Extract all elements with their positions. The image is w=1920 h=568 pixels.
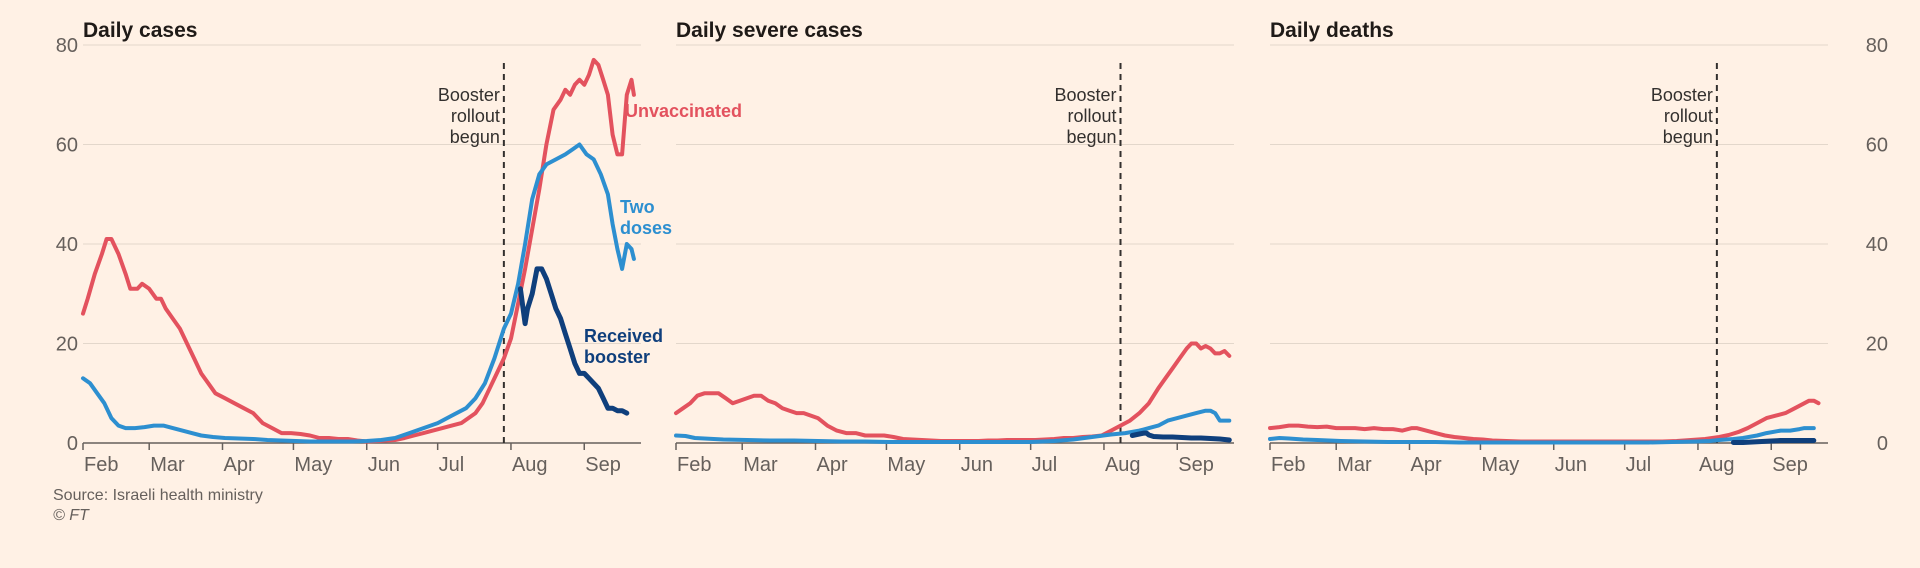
x-tick-label: Jun: [368, 454, 400, 476]
y-tick-label: 40: [56, 234, 78, 256]
y-tick-label: 40: [1866, 234, 1888, 256]
x-tick-label: Aug: [512, 454, 548, 476]
series-line-two-doses: [1268, 426, 1816, 445]
panel-title: Daily severe cases: [676, 19, 863, 42]
label-two-doses: doses: [620, 218, 672, 238]
y-tick-label: 20: [1866, 334, 1888, 356]
y-tick-label: 60: [1866, 135, 1888, 157]
series-line-unvaccinated: [81, 57, 636, 444]
panel-3: Daily deaths 0 20 40 60 80 Feb Mar Apr May Jun Jul A…: [1268, 19, 1888, 476]
x-tick-label: Apr: [224, 454, 255, 476]
credit-text: © FT: [53, 507, 89, 524]
panel-1: Daily cases 0 20 40 60 80 Feb Mar Apr May Jun Jul Au…: [56, 19, 742, 476]
booster-annotation-text: begun: [450, 127, 500, 147]
label-received-booster: booster: [584, 347, 650, 367]
x-tick-label: Apr: [817, 454, 848, 476]
x-tick-label: Mar: [1337, 454, 1372, 476]
source-text: Source: Israeli health ministry: [53, 487, 263, 504]
booster-annotation-text: Booster: [1054, 85, 1116, 105]
x-tick-label: Sep: [1772, 454, 1808, 476]
x-tick-label: Jul: [1032, 454, 1058, 476]
x-tick-label: Aug: [1699, 454, 1735, 476]
panel-title: Daily cases: [83, 19, 197, 42]
y-tick-label: 0: [67, 433, 78, 455]
x-tick-label: Jul: [1626, 454, 1652, 476]
booster-annotation-text: begun: [1663, 127, 1713, 147]
booster-annotation-text: begun: [1066, 127, 1116, 147]
x-tick-label: Sep: [585, 454, 621, 476]
y-tick-label: 0: [1877, 433, 1888, 455]
label-two-doses: Two: [620, 197, 655, 217]
x-tick-label: Feb: [677, 454, 711, 476]
x-tick-label: Feb: [1271, 454, 1305, 476]
x-tick-label: May: [294, 454, 332, 476]
x-tick-label: Mar: [743, 454, 778, 476]
series-line-received-booster: [1129, 430, 1232, 443]
panel-title: Daily deaths: [1270, 19, 1394, 42]
x-tick-label: Sep: [1178, 454, 1214, 476]
booster-annotation-text: Booster: [438, 85, 500, 105]
y-tick-label: 60: [56, 135, 78, 157]
series-line-unvaccinated: [1268, 398, 1821, 444]
booster-annotation-text: rollout: [451, 106, 500, 126]
x-tick-label: Jun: [1555, 454, 1587, 476]
booster-annotation-text: rollout: [1664, 106, 1713, 126]
source-note: Source: Israeli health ministry © FT: [53, 486, 263, 526]
x-tick-label: Mar: [150, 454, 185, 476]
y-tick-label: 80: [1866, 35, 1888, 57]
label-received-booster: Received: [584, 326, 663, 346]
x-tick-label: Aug: [1105, 454, 1141, 476]
series-line-unvaccinated: [674, 341, 1232, 443]
series-line-received-booster: [1730, 438, 1817, 445]
panel-2: Daily severe cases Feb Mar Apr May Jun Jul Aug S…: [674, 19, 1234, 476]
x-tick-label: Apr: [1411, 454, 1442, 476]
series-line-received-booster: [517, 266, 630, 416]
x-tick-label: Feb: [84, 454, 118, 476]
y-tick-label: 80: [56, 35, 78, 57]
x-tick-label: Jul: [439, 454, 465, 476]
series-line-two-doses: [81, 142, 636, 444]
y-tick-label: 20: [56, 334, 78, 356]
x-tick-label: May: [1481, 454, 1519, 476]
booster-annotation-text: rollout: [1067, 106, 1116, 126]
x-tick-label: Jun: [961, 454, 993, 476]
series-line-two-doses: [674, 408, 1232, 444]
label-unvaccinated: Unvaccinated: [625, 101, 742, 121]
x-tick-label: May: [887, 454, 925, 476]
booster-annotation-text: Booster: [1651, 85, 1713, 105]
